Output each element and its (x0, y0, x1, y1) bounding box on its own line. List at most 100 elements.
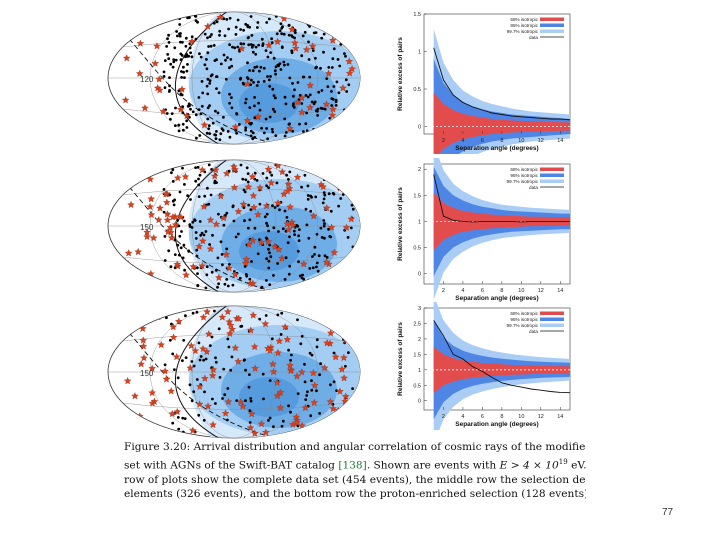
event-dot (163, 86, 167, 89)
event-dot (172, 58, 176, 61)
event-dot (338, 121, 342, 125)
event-dot (180, 70, 183, 73)
event-dot (239, 28, 243, 31)
y-tick-label: 1.5 (413, 193, 421, 199)
event-dot (181, 359, 184, 362)
x-tick-label: 4 (461, 414, 464, 420)
event-dot (293, 233, 296, 236)
event-dot (180, 54, 184, 57)
event-dot (267, 266, 271, 270)
event-dot (209, 44, 213, 48)
agn-star (302, 45, 311, 54)
event-dot (257, 43, 261, 47)
event-dot (322, 132, 326, 136)
event-dot (181, 105, 184, 109)
event-dot (265, 21, 269, 24)
y-axis-label: Relative excess of pairs (397, 37, 404, 111)
agn-star (348, 255, 356, 263)
agn-star (224, 307, 232, 316)
event-dot (223, 393, 227, 397)
event-dot (269, 75, 272, 78)
agn-star (201, 374, 209, 382)
agn-star (310, 398, 319, 406)
event-dot (344, 78, 348, 82)
event-dot (349, 264, 353, 268)
event-dot (247, 203, 251, 207)
caption-text-4: elements (326 events), and the bottom ro… (124, 488, 586, 501)
event-dot (333, 27, 337, 31)
agn-star (143, 232, 151, 241)
event-dot (205, 273, 209, 277)
event-dot (306, 390, 309, 394)
event-dot (199, 355, 203, 358)
caption-ref-link[interactable]: [138] (338, 459, 367, 472)
event-dot (222, 53, 226, 57)
event-dot (182, 243, 186, 247)
event-dot (206, 117, 210, 121)
agn-star (173, 174, 182, 182)
agn-star (155, 86, 164, 94)
event-dot (207, 202, 211, 206)
event-dot (184, 314, 187, 318)
grid-parallel (113, 401, 355, 410)
agn-star (127, 200, 135, 209)
event-dot (324, 272, 327, 275)
event-dot (262, 397, 265, 401)
event-dot (173, 238, 177, 242)
event-dot (244, 126, 248, 130)
event-dot (177, 224, 181, 228)
event-dot (298, 93, 302, 97)
event-dot (163, 259, 167, 262)
galactic-plane-line (174, 306, 230, 438)
event-dot (325, 256, 329, 259)
legend-swatch (540, 179, 564, 183)
event-dot (280, 32, 284, 36)
event-dot (170, 322, 173, 326)
agn-star (181, 172, 190, 181)
agn-star (248, 172, 257, 181)
event-dot (213, 309, 216, 313)
event-dot (304, 398, 308, 401)
legend-swatch (540, 23, 564, 27)
agn-star (186, 364, 195, 372)
event-dot (324, 124, 327, 128)
event-dot (195, 254, 199, 258)
event-dot (260, 286, 263, 290)
agn-star (348, 429, 356, 437)
event-dot (224, 58, 227, 62)
event-dot (274, 96, 277, 100)
event-dot (234, 25, 238, 29)
event-dot (343, 178, 347, 182)
event-dot (278, 208, 281, 212)
event-dot (346, 236, 350, 239)
event-dot (343, 52, 346, 55)
event-dot (332, 380, 336, 384)
agn-star (121, 409, 130, 418)
event-dot (222, 17, 226, 21)
event-dot (326, 174, 330, 177)
event-dot (267, 247, 270, 251)
agn-star (274, 199, 282, 207)
event-dot (331, 57, 335, 61)
event-dot (309, 209, 313, 213)
event-dot (344, 54, 347, 58)
event-dot (271, 87, 275, 91)
legend-label: 95% isotropic (510, 23, 538, 28)
event-dot (293, 88, 296, 92)
agn-star (182, 271, 190, 279)
agn-star (166, 223, 175, 231)
skymap-middle: 150 (104, 156, 364, 296)
event-dot (231, 204, 235, 208)
event-dot (298, 429, 301, 433)
event-dot (187, 102, 191, 106)
event-dot (322, 138, 326, 141)
agn-star (157, 340, 166, 349)
event-dot (258, 317, 262, 321)
event-dot (231, 283, 235, 287)
event-dot (179, 246, 183, 250)
event-dot (322, 50, 325, 54)
event-dot (182, 338, 186, 342)
event-dot (262, 131, 266, 135)
event-dot (341, 134, 344, 138)
event-dot (306, 194, 310, 197)
